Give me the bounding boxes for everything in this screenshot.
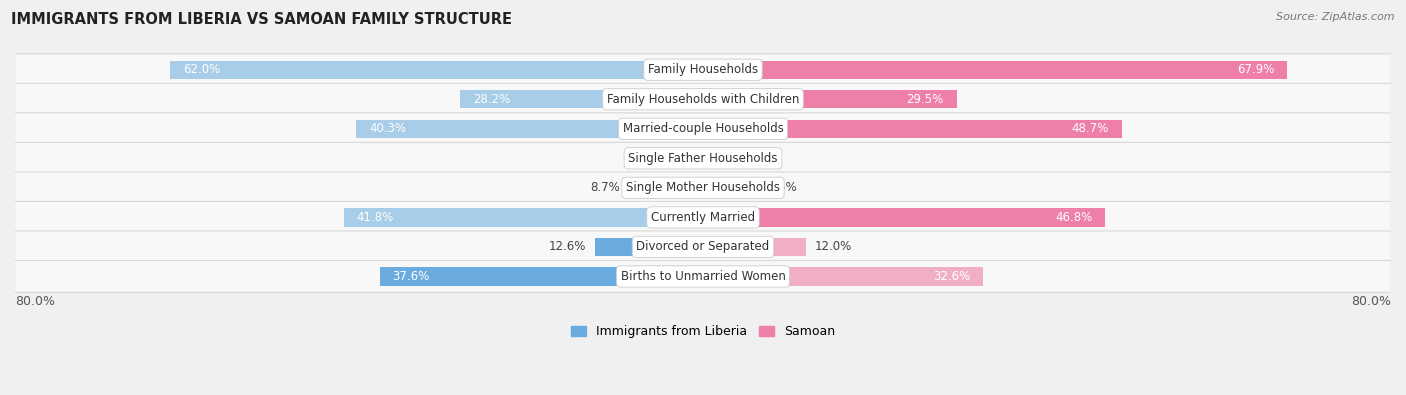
FancyBboxPatch shape: [14, 54, 1392, 86]
Text: Family Households with Children: Family Households with Children: [607, 93, 799, 106]
Bar: [703, 120, 1122, 138]
Bar: [380, 267, 703, 286]
Text: Currently Married: Currently Married: [651, 211, 755, 224]
Text: Single Father Households: Single Father Households: [628, 152, 778, 165]
Text: 37.6%: 37.6%: [392, 270, 430, 283]
Text: 40.3%: 40.3%: [370, 122, 406, 135]
Bar: [703, 60, 1286, 79]
Text: 2.5%: 2.5%: [643, 152, 673, 165]
Text: Source: ZipAtlas.com: Source: ZipAtlas.com: [1277, 12, 1395, 22]
Text: 62.0%: 62.0%: [183, 63, 219, 76]
Text: 2.6%: 2.6%: [734, 152, 763, 165]
Bar: [628, 179, 703, 197]
Bar: [170, 60, 703, 79]
Text: IMMIGRANTS FROM LIBERIA VS SAMOAN FAMILY STRUCTURE: IMMIGRANTS FROM LIBERIA VS SAMOAN FAMILY…: [11, 12, 512, 27]
Text: Single Mother Households: Single Mother Households: [626, 181, 780, 194]
Text: Divorced or Separated: Divorced or Separated: [637, 241, 769, 254]
Text: 48.7%: 48.7%: [1071, 122, 1109, 135]
Bar: [703, 238, 806, 256]
FancyBboxPatch shape: [14, 172, 1392, 204]
Bar: [703, 208, 1105, 227]
Text: 28.2%: 28.2%: [474, 93, 510, 106]
Bar: [682, 149, 703, 167]
FancyBboxPatch shape: [14, 113, 1392, 145]
Bar: [595, 238, 703, 256]
Text: 67.9%: 67.9%: [1237, 63, 1274, 76]
FancyBboxPatch shape: [14, 83, 1392, 115]
Text: 80.0%: 80.0%: [1351, 295, 1391, 308]
Bar: [461, 90, 703, 108]
FancyBboxPatch shape: [14, 260, 1392, 292]
Text: 12.0%: 12.0%: [815, 241, 852, 254]
Text: 8.7%: 8.7%: [591, 181, 620, 194]
Text: Births to Unmarried Women: Births to Unmarried Women: [620, 270, 786, 283]
FancyBboxPatch shape: [14, 142, 1392, 174]
FancyBboxPatch shape: [14, 231, 1392, 263]
Legend: Immigrants from Liberia, Samoan: Immigrants from Liberia, Samoan: [565, 320, 841, 343]
Bar: [703, 149, 725, 167]
Text: 32.6%: 32.6%: [934, 270, 970, 283]
Bar: [703, 267, 983, 286]
Text: 6.5%: 6.5%: [768, 181, 797, 194]
Bar: [703, 179, 759, 197]
Bar: [703, 90, 956, 108]
Bar: [343, 208, 703, 227]
Text: Family Households: Family Households: [648, 63, 758, 76]
Text: 29.5%: 29.5%: [907, 93, 943, 106]
Text: 12.6%: 12.6%: [548, 241, 586, 254]
Bar: [356, 120, 703, 138]
FancyBboxPatch shape: [14, 201, 1392, 233]
Text: 41.8%: 41.8%: [356, 211, 394, 224]
Text: 80.0%: 80.0%: [15, 295, 55, 308]
Text: Married-couple Households: Married-couple Households: [623, 122, 783, 135]
Text: 46.8%: 46.8%: [1056, 211, 1092, 224]
